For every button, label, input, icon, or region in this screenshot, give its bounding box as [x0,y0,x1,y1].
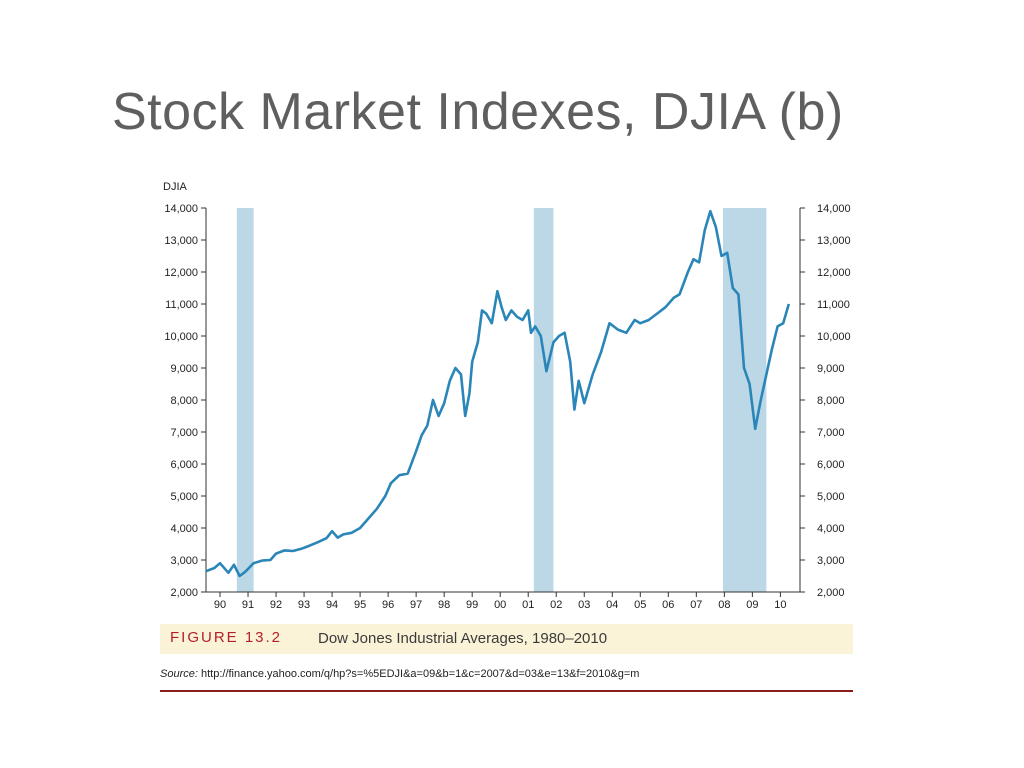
y-tick-label-left: 5,000 [170,491,198,503]
y-tick-label-left: 13,000 [164,235,198,247]
x-tick-label: 97 [410,599,422,611]
source-url: http://finance.yahoo.com/q/hp?s=%5EDJI&a… [200,668,640,680]
y-tick-label-right: 4,000 [817,523,845,535]
x-tick-label: 92 [270,599,282,611]
x-tick-label: 98 [438,599,450,611]
recession-band-2 [533,208,554,592]
bottom-rule [160,690,853,692]
series-line-djia [205,209,791,578]
y-tick-label-left: 6,000 [170,459,198,471]
x-tick-label: 01 [522,599,534,611]
y-tick-label-right: 2,000 [817,587,845,599]
y-tick-label-left: 9,000 [170,363,198,375]
djia-line-chart: 2,000 3,000 4,000 5,000 6,000 7,000 8,000 9,000… [163,181,851,611]
y-tick-label-right: 11,000 [817,299,850,311]
y-tick-label-right: 6,000 [817,459,845,471]
x-axis-ticks: 90 91 92 93 94 95 96 97 98 99 00 01 02 03 04 05 06 07 08 09… [214,592,787,611]
y-tick-label-left: 14,000 [164,203,198,215]
x-tick-label: 06 [662,599,674,611]
x-tick-label: 02 [550,599,562,611]
recession-bands [236,208,767,592]
x-tick-label: 08 [718,599,730,611]
y-tick-label-right: 7,000 [817,427,845,439]
source-label: Source: [160,668,198,680]
y-axis-left-ticks: 2,000 3,000 4,000 5,000 6,000 7,000 8,000 9,000… [164,203,206,599]
y-tick-label-right: 10,000 [817,331,851,343]
y-tick-label-right: 3,000 [817,555,845,567]
y-tick-label-left: 10,000 [164,331,198,343]
y-tick-label-left: 8,000 [170,395,198,407]
x-tick-label: 96 [382,599,394,611]
y-tick-label-left: 2,000 [170,587,198,599]
y-tick-label-left: 7,000 [170,427,198,439]
y-tick-label-right: 8,000 [817,395,845,407]
y-tick-label-left: 12,000 [164,267,198,279]
y-tick-label-right: 14,000 [817,203,851,215]
x-tick-label: 09 [746,599,758,611]
y-axis-label: DJIA [163,181,188,193]
x-tick-label: 03 [578,599,590,611]
recession-band-1 [236,208,254,592]
y-tick-label-left: 3,000 [170,555,198,567]
x-tick-label: 07 [690,599,702,611]
x-tick-label: 04 [606,599,618,611]
figure-caption-bar: FIGURE 13.2 Dow Jones Industrial Average… [160,624,853,654]
x-tick-label: 94 [326,599,338,611]
x-tick-label: 00 [494,599,506,611]
y-tick-label-left: 4,000 [170,523,198,535]
y-tick-label-right: 12,000 [817,267,851,279]
x-tick-label: 95 [354,599,366,611]
chart-axes [205,208,801,593]
x-tick-label: 99 [466,599,478,611]
figure-number: FIGURE 13.2 [170,629,283,646]
x-tick-label: 93 [298,599,310,611]
x-tick-label: 10 [774,599,786,611]
y-tick-label-right: 5,000 [817,491,845,503]
x-tick-label: 05 [634,599,646,611]
x-tick-label: 90 [214,599,226,611]
source-line: Source: http://finance.yahoo.com/q/hp?s=… [160,668,639,680]
figure-caption: Dow Jones Industrial Averages, 1980–2010 [318,630,608,647]
slide-title: Stock Market Indexes, DJIA (b) [112,83,844,141]
y-axis-right-ticks: 2,000 3,000 4,000 5,000 6,000 7,000 8,000 9,000… [800,203,851,599]
y-tick-label-left: 11,000 [165,299,198,311]
y-tick-label-right: 9,000 [817,363,845,375]
y-tick-label-right: 13,000 [817,235,851,247]
x-tick-label: 91 [242,599,254,611]
